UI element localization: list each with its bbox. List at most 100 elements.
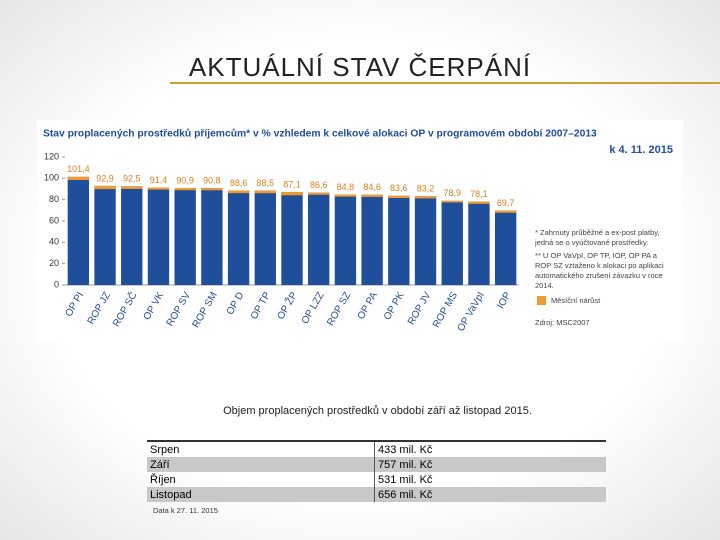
bar-increment [121, 186, 143, 189]
bar-increment [414, 196, 437, 199]
bar [308, 192, 330, 285]
caption: Objem proplacených prostředků v období z… [223, 405, 532, 417]
value-label: 84,6 [363, 182, 381, 192]
x-tick-label: ROP JZ [86, 290, 113, 326]
bar [147, 187, 170, 285]
bar-increment [94, 185, 116, 190]
value-label: 78,1 [470, 189, 488, 199]
y-tick-label: 20 [49, 258, 59, 268]
source: Zdroj: MSC2007 [535, 318, 590, 327]
value-label: 101,4 [67, 164, 90, 174]
chart-subtitle: k 4. 11. 2015 [609, 144, 673, 156]
table-cell: Říjen [150, 473, 176, 486]
value-label: 83,6 [390, 183, 408, 193]
bar-increment [227, 190, 250, 194]
value-label: 90,9 [176, 175, 194, 185]
table-cell: 531 mil. Kč [374, 472, 606, 487]
chart: Stav proplacených prostředků příjemcům* … [43, 128, 673, 334]
x-tick-label: ROP JV [406, 290, 434, 327]
value-label: 88,5 [257, 178, 275, 188]
value-label: 83,2 [417, 184, 435, 194]
value-label: 92,5 [123, 174, 141, 184]
footnote: Data k 27. 11. 2015 [153, 506, 218, 515]
x-tick-label: OP PI [63, 290, 86, 318]
x-tick-label: ROP MS [431, 290, 460, 330]
x-tick-label: OP LZZ [300, 290, 327, 326]
x-tick-label: OP VK [142, 290, 167, 322]
bar [254, 190, 276, 285]
table-cell: 757 mil. Kč [374, 457, 606, 472]
bar [201, 188, 223, 285]
y-tick-label: 60 [49, 215, 59, 225]
table-cell: Srpen [150, 443, 180, 456]
x-tick-label: OP D [225, 290, 247, 317]
bar [94, 185, 116, 285]
x-tick-label: OP ŽP [274, 289, 300, 322]
x-tick-label: ROP SV [165, 290, 193, 328]
value-label: 87,1 [283, 179, 301, 189]
table-row: Říjen 531 mil. Kč [147, 472, 606, 487]
value-label: 69,7 [497, 198, 515, 208]
bar-increment [254, 190, 276, 194]
x-tick-label: ROP SČ [109, 289, 139, 329]
bar [174, 188, 196, 285]
value-label: 84,8 [337, 182, 355, 192]
x-tick-label: OP PK [382, 290, 407, 322]
value-label: 78,9 [443, 188, 461, 198]
bar-increment [494, 210, 517, 213]
y-tick-label: 80 [49, 194, 59, 204]
bar [121, 186, 143, 285]
bar [388, 195, 410, 285]
bar-increment [334, 194, 357, 197]
y-tick-label: 100 [44, 173, 59, 183]
chart-box: Stav proplacených prostředků příjemcům* … [37, 120, 683, 340]
x-tick-label: OP TP [249, 290, 274, 321]
x-tick-label: IOP [495, 290, 513, 311]
bar [414, 196, 437, 285]
table-cell: 433 mil. Kč [374, 441, 606, 457]
legend-label: Měsíční nárůst [551, 296, 601, 305]
table-cell: 656 mil. Kč [374, 487, 606, 502]
bar-increment [468, 201, 490, 204]
value-label: 88,6 [230, 178, 248, 188]
value-label: 86,6 [310, 180, 328, 190]
bar-increment [308, 192, 330, 195]
bar-increment [201, 188, 223, 191]
y-tick-label: 120 [44, 151, 59, 161]
value-label: 92,9 [96, 173, 114, 183]
y-tick-label: 40 [49, 237, 59, 247]
table-cell: Září [147, 457, 375, 472]
bar-increment [361, 194, 383, 197]
x-tick-label: OP VaVpI [456, 290, 487, 333]
title-rule [170, 82, 720, 84]
bar [441, 200, 463, 285]
table-row: Listopad 656 mil. Kč [147, 487, 606, 502]
table-cell: Listopad [147, 487, 375, 502]
bar [334, 194, 357, 285]
value-label: 91,4 [150, 175, 168, 185]
note: ** U OP VaVpI, OP TP, IOP, OP PA a ROP S… [535, 251, 664, 290]
x-tick-label: OP PA [356, 290, 381, 321]
value-label: 90,8 [203, 176, 221, 186]
bar-increment [67, 176, 90, 181]
bar [494, 210, 517, 285]
x-tick-label: ROP SM [191, 290, 220, 330]
bar [361, 194, 383, 285]
note: * Zahrnuty průběžné a ex-post platby, je… [535, 228, 660, 247]
table-row: Srpen 433 mil. Kč [147, 441, 606, 457]
bar-increment [388, 195, 410, 198]
bar-increment [174, 188, 196, 191]
data-table: Srpen 433 mil. Kč Září 757 mil. Kč Říjen 531 … [147, 440, 606, 502]
table-row: Září 757 mil. Kč [147, 457, 606, 472]
x-tick-label: ROP SZ [325, 290, 353, 328]
bar [227, 190, 250, 285]
bar [67, 176, 90, 285]
bar-increment [281, 192, 303, 196]
legend-swatch [537, 296, 546, 305]
slide-title: AKTUÁLNÍ STAV ČERPÁNÍ [188, 52, 532, 82]
bar [468, 201, 490, 285]
bar-increment [147, 187, 170, 190]
y-tick-label: 0 [54, 279, 59, 289]
chart-title: Stav proplacených prostředků příjemcům* … [43, 128, 597, 140]
